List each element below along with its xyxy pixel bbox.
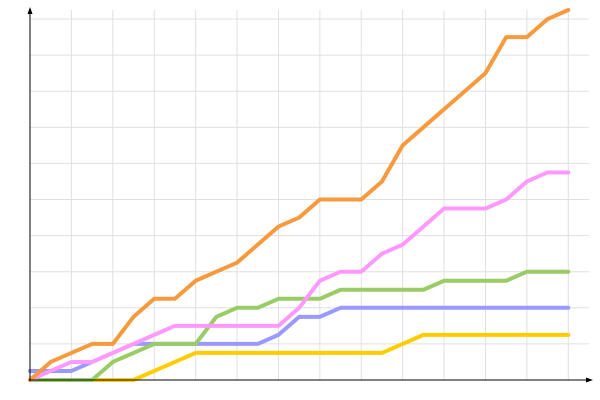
series-line [28, 170, 571, 382]
grid [29, 10, 589, 381]
y-axis-arrow [27, 7, 33, 14]
lines [28, 8, 571, 382]
series-line [28, 332, 571, 382]
series-line [28, 8, 571, 382]
series-line [28, 269, 571, 382]
x-axis-arrow [586, 377, 593, 383]
